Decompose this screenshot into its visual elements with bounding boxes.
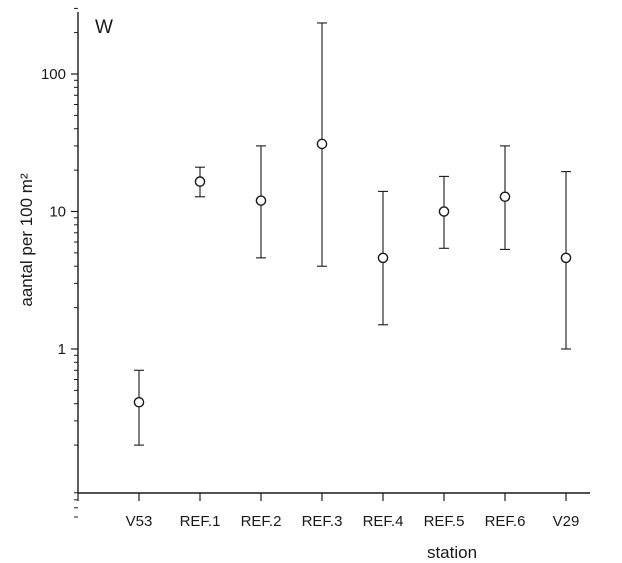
y-axis-title: aantal per 100 m² — [17, 173, 36, 307]
data-point — [133, 396, 145, 408]
x-tick-label: REF.2 — [241, 513, 282, 530]
x-tick-label: REF.3 — [302, 513, 343, 530]
x-tick-label: V29 — [553, 513, 580, 530]
data-point — [499, 191, 511, 203]
x-tick-label: V53 — [126, 513, 153, 530]
data-point — [560, 252, 572, 264]
x-tick-label: REF.4 — [363, 513, 404, 530]
panel-label: W — [95, 17, 113, 38]
y-tick-label: 10 — [49, 204, 66, 221]
axes — [77, 12, 590, 494]
ticks: 1 10 100 V53 REF.1 REF.2 REF.3 REF.4 REF.5 REF.6 V… — [41, 7, 580, 530]
data-point — [377, 252, 389, 264]
x-tick-label: REF.1 — [180, 513, 221, 530]
data-marks — [133, 22, 572, 446]
data-point — [316, 138, 328, 150]
data-point — [194, 176, 206, 187]
x-tick-label: REF.6 — [485, 513, 526, 530]
data-point — [255, 195, 267, 206]
data-point — [438, 206, 450, 217]
x-tick-label: REF.5 — [424, 513, 465, 530]
y-tick-label: 1 — [58, 341, 66, 358]
x-axis-title: station — [427, 543, 477, 562]
y-tick-label: 100 — [41, 66, 66, 83]
